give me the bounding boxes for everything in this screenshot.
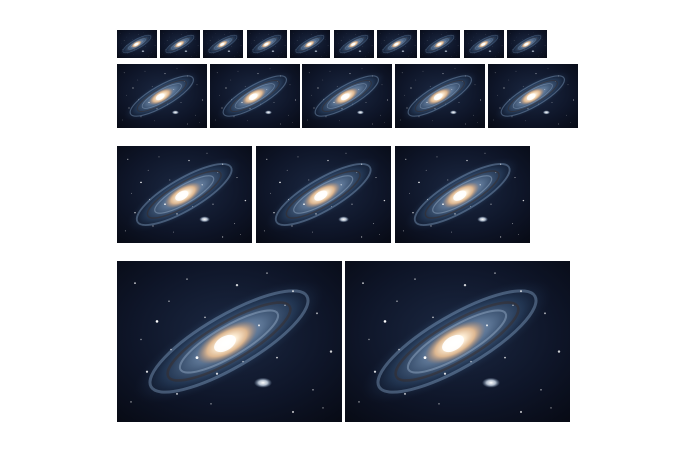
galaxy-thumbnail-row-1-3 [203,30,243,58]
galaxy-image-row-2-4 [395,64,485,128]
galaxy-image [334,30,374,58]
galaxy-image [395,146,530,243]
galaxy-thumbnail-row-1-9 [464,30,504,58]
galaxy-image-row-2-5 [488,64,578,128]
galaxy-thumbnail-row-1-1 [117,30,157,58]
galaxy-image [464,30,504,58]
galaxy-thumbnail-row-1-8 [420,30,460,58]
galaxy-image-row-4-1 [117,261,342,422]
galaxy-image-row-2-3 [302,64,392,128]
galaxy-image [117,30,157,58]
galaxy-thumbnail-row-1-5 [290,30,330,58]
galaxy-image-row-4-2 [345,261,570,422]
galaxy-image-row-3-3 [395,146,530,243]
galaxy-thumbnail-row-1-10 [507,30,547,58]
galaxy-image [210,64,300,128]
galaxy-image [420,30,460,58]
galaxy-image-row-3-2 [256,146,391,243]
galaxy-image [488,64,578,128]
galaxy-image [395,64,485,128]
galaxy-image [117,261,342,422]
galaxy-image-row-3-1 [117,146,252,243]
galaxy-image [377,30,417,58]
galaxy-thumbnail-row-1-7 [377,30,417,58]
galaxy-image [345,261,570,422]
galaxy-image [117,146,252,243]
galaxy-image [117,64,207,128]
galaxy-thumbnail-row-1-2 [160,30,200,58]
galaxy-image [247,30,287,58]
galaxy-image [302,64,392,128]
galaxy-image [507,30,547,58]
galaxy-image-row-2-2 [210,64,300,128]
galaxy-thumbnail-row-1-4 [247,30,287,58]
galaxy-thumbnail-row-1-6 [334,30,374,58]
galaxy-image [160,30,200,58]
galaxy-image [256,146,391,243]
galaxy-image [290,30,330,58]
galaxy-image [203,30,243,58]
galaxy-image-row-2-1 [117,64,207,128]
